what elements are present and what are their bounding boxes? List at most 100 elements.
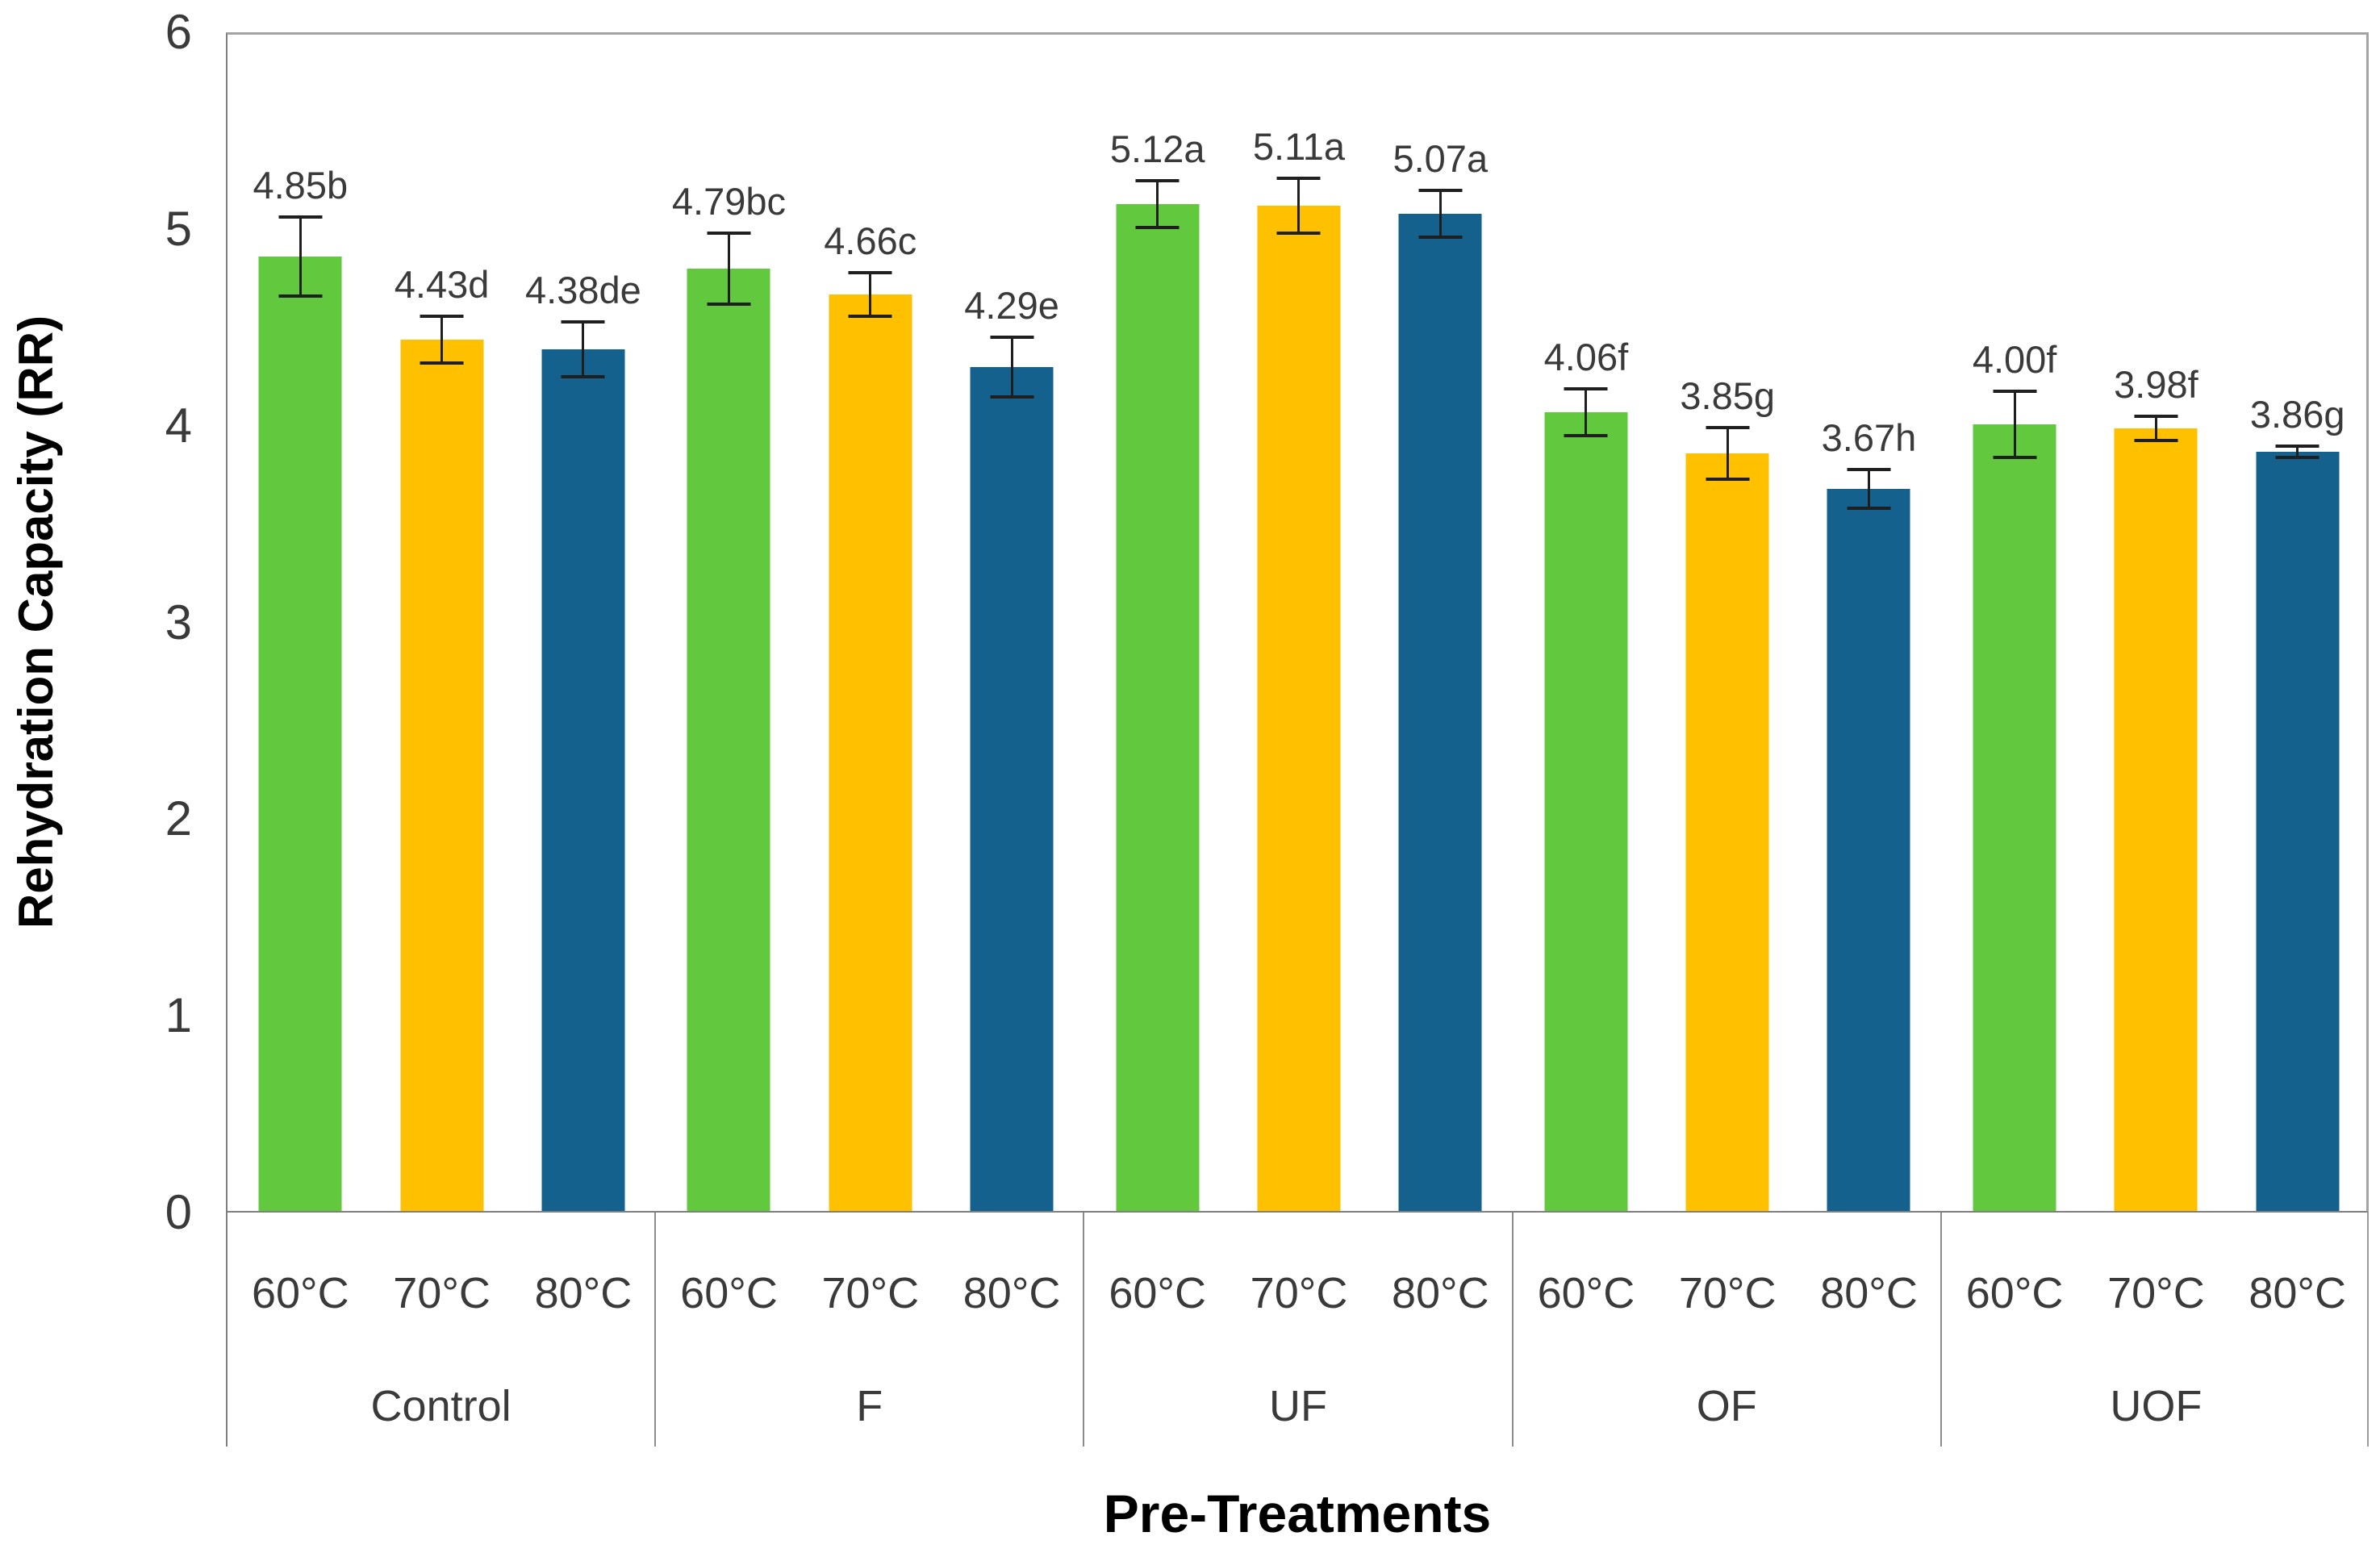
y-tick-label: 5 [165,201,192,256]
x-group-cell-f: 60°C 70°C 80°C F [656,1213,1085,1447]
x-tick-label: 70°C [821,1269,920,1317]
bar-uf-80C: 5.07a [1393,140,1488,1211]
error-bar-cap-bottom [2275,456,2319,459]
bar-group-uf: 5.12a 5.11a 5.07a [1084,35,1513,1211]
bar-rect [2256,452,2340,1211]
group-label: Control [370,1382,511,1430]
y-tick-label: 2 [165,791,192,846]
error-bar-cap-bottom [561,375,605,378]
bar-rect [2114,428,2198,1211]
x-group-cell-of: 60°C 70°C 80°C OF [1514,1213,1942,1447]
bar-uf-60C: 5.12a [1110,130,1205,1211]
error-bar-cap-bottom [848,315,892,318]
x-group-cell-uf: 60°C 70°C 80°C UF [1084,1213,1514,1447]
bar-value-label: 3.86g [2249,393,2345,436]
bar-rect [1973,424,2056,1211]
bar-of-80C: 3.67h [1822,419,1916,1211]
error-bar-cap-top [1847,468,1891,471]
bar-control-80C: 4.38de [525,271,641,1211]
error-bar [727,233,730,304]
error-bar-cap-top [1564,387,1608,390]
bar-uof-80C: 3.86g [2250,395,2345,1211]
bar-value-label: 4.79bc [671,180,787,223]
error-bar-cap-top [707,232,751,235]
x-tick-label: 80°C [962,1269,1061,1317]
x-tick-label: 60°C [1537,1269,1635,1317]
error-bar [1585,389,1588,436]
error-bar [1438,190,1442,237]
error-bar-cap-top [278,215,323,219]
error-bar-cap-bottom [1135,226,1180,229]
y-tick-label: 3 [165,595,192,649]
group-label: OF [1696,1382,1757,1430]
bar-value-label: 4.85b [253,164,349,207]
x-tick-label: 70°C [1678,1269,1777,1317]
group-label: UF [1268,1382,1327,1430]
error-bar-cap-bottom [1706,478,1750,481]
bar-group-control: 4.85b 4.43d 4.38de [228,35,656,1211]
bar-rect [400,340,484,1211]
y-tick-label: 6 [165,5,192,59]
bar-group-f: 4.79bc 4.66c 4.29e [656,35,1084,1211]
group-label: F [856,1382,883,1430]
error-bar [1010,337,1013,397]
bar-f-80C: 4.29e [964,286,1059,1211]
bar-rect [1685,453,1769,1211]
x-tick-label: 60°C [680,1269,778,1317]
bar-rect [829,294,912,1211]
bar-uf-70C: 5.11a [1253,127,1345,1211]
x-tick-label: 80°C [1820,1269,1918,1317]
error-bar-cap-bottom [707,303,751,306]
bar-value-label: 4.43d [394,263,490,306]
bar-control-70C: 4.43d [395,265,489,1211]
error-bar [299,217,302,296]
bar-uof-60C: 4.00f [1973,340,2056,1211]
error-bar-cap-top [1135,179,1180,182]
bar-value-label: 3.98f [2114,363,2198,406]
error-bar [441,316,444,363]
x-axis-title: Pre-Treatments [1103,1484,1492,1543]
error-bar-cap-bottom [1993,456,2037,459]
error-bar-cap-bottom [1847,507,1891,510]
y-tick-label: 1 [165,988,192,1043]
bar-value-label: 4.38de [525,269,641,311]
error-bar-cap-top [2134,415,2178,418]
x-group-cell-control: 60°C 70°C 80°C Control [228,1213,657,1447]
bar-uof-70C: 3.98f [2114,365,2198,1211]
bar-group-uof: 4.00f 3.98f 3.86g [1942,35,2370,1211]
error-bar-cap-top [990,336,1034,339]
error-bar-cap-top [1276,177,1321,180]
error-bar [1156,181,1159,228]
x-tick-label: 70°C [393,1269,491,1317]
bar-rect [541,349,625,1211]
x-tick-label: 60°C [1109,1269,1207,1317]
error-bar [1867,470,1870,508]
y-tick-label: 4 [165,398,192,453]
error-bar-cap-bottom [2134,439,2178,442]
error-bar-cap-bottom [1564,434,1608,437]
bar-value-label: 5.07a [1393,137,1489,180]
error-bar [582,322,585,377]
bar-rect [1116,204,1200,1211]
error-bar [2013,391,2016,457]
error-bar [2154,416,2157,440]
error-bar-cap-top [420,315,464,318]
bar-value-label: 3.67h [1821,416,1917,459]
x-tick-label: 80°C [1391,1269,1489,1317]
bar-of-70C: 3.85g [1680,377,1775,1211]
error-bar [2296,446,2299,457]
error-bar-cap-top [2275,445,2319,448]
bar-rect [1544,412,1628,1211]
bar-control-60C: 4.85b [253,166,348,1211]
x-tick-label: 70°C [2107,1269,2205,1317]
x-tick-label: 60°C [251,1269,349,1317]
error-bar-cap-bottom [1418,236,1463,239]
x-tick-label: 60°C [1965,1269,2064,1317]
bar-group-of: 4.06f 3.85g 3.67h [1514,35,1942,1211]
bar-f-70C: 4.66c [824,222,917,1211]
bar-rect [258,257,342,1211]
error-bar-cap-bottom [1276,232,1321,235]
bar-of-60C: 4.06f [1544,338,1628,1211]
bar-rect [1827,489,1910,1211]
x-axis-area: 60°C 70°C 80°C Control 60°C 70°C 80°C F 60°C 70°C… [226,1213,2369,1447]
